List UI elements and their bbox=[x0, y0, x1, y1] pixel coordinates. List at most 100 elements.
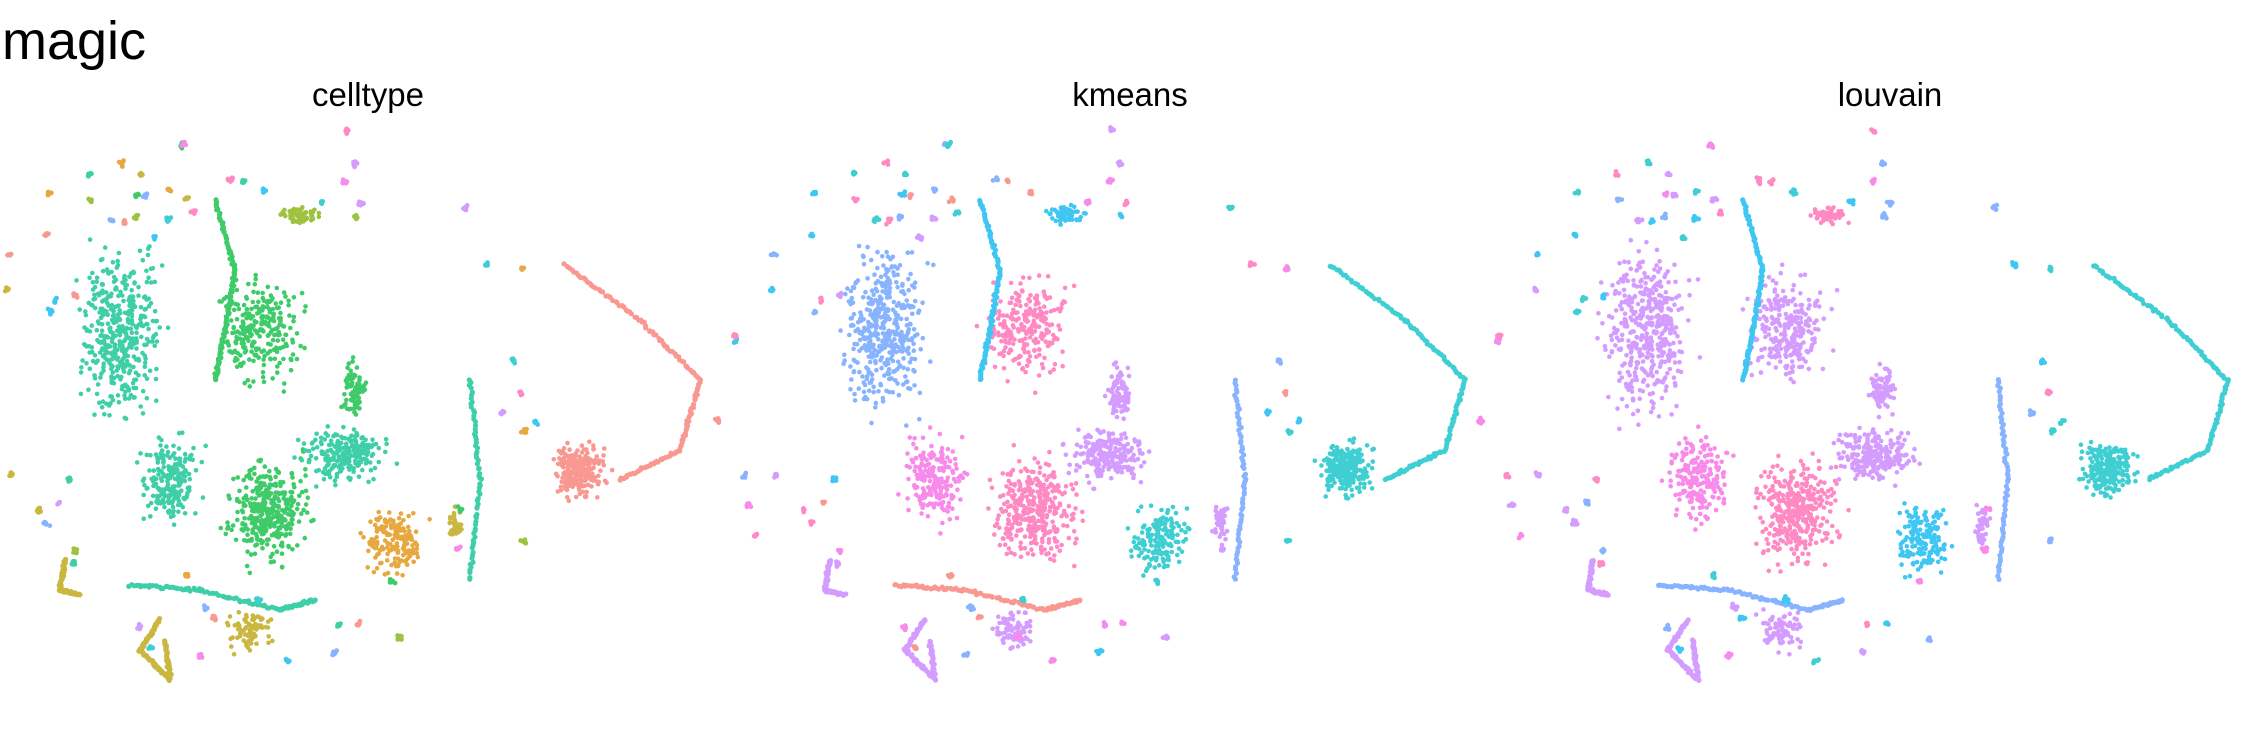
scatter-point bbox=[1035, 526, 1041, 531]
scatter-point bbox=[100, 268, 106, 274]
scatter-point bbox=[262, 464, 268, 469]
scatter-point bbox=[280, 480, 286, 485]
scatter-point bbox=[271, 311, 277, 317]
scatter-point bbox=[281, 356, 286, 362]
scatter-point bbox=[1006, 546, 1012, 551]
scatter-point bbox=[259, 349, 265, 355]
scatter-point bbox=[254, 516, 260, 521]
scatter-point bbox=[887, 295, 892, 300]
scatter-point bbox=[894, 303, 900, 309]
scatter-point bbox=[244, 614, 249, 620]
scatter-point bbox=[185, 485, 191, 491]
scatter-point bbox=[98, 315, 104, 321]
scatter-point bbox=[326, 442, 332, 448]
scatter-point bbox=[855, 320, 861, 325]
scatter-point bbox=[1012, 481, 1018, 487]
scatter-point bbox=[357, 618, 363, 624]
scatter-point bbox=[182, 496, 187, 502]
scatter-point bbox=[1146, 449, 1152, 454]
scatter-point bbox=[101, 364, 106, 370]
scatter-point bbox=[391, 518, 396, 524]
scatter-point bbox=[919, 457, 925, 462]
scatter-point bbox=[278, 524, 284, 529]
scatter-point bbox=[248, 552, 254, 557]
scatter-point bbox=[292, 484, 297, 490]
scatter-point bbox=[151, 483, 156, 489]
scatter-point bbox=[105, 294, 111, 300]
scatter-point bbox=[91, 297, 96, 302]
scatter-point bbox=[142, 373, 147, 378]
scatter-point bbox=[1111, 404, 1117, 410]
scatter-point bbox=[325, 433, 331, 438]
scatter-point bbox=[846, 299, 852, 304]
scatter-point bbox=[235, 517, 240, 523]
scatter-point bbox=[294, 331, 300, 336]
scatter-point bbox=[248, 514, 254, 519]
scatter-point bbox=[879, 347, 885, 352]
scatter-point bbox=[1025, 498, 1031, 504]
scatter-point bbox=[288, 325, 293, 331]
scatter-point bbox=[1001, 353, 1006, 359]
scatter-point bbox=[396, 516, 402, 521]
scatter-point bbox=[1146, 533, 1152, 539]
scatter-point bbox=[1050, 332, 1056, 338]
scatter-point bbox=[111, 274, 117, 280]
scatter-point bbox=[453, 525, 459, 531]
scatter-point bbox=[99, 371, 104, 376]
scatter-point bbox=[383, 436, 389, 442]
scatter-point bbox=[917, 416, 922, 422]
scatter-point bbox=[230, 330, 235, 336]
scatter-point bbox=[881, 314, 887, 320]
scatter-point bbox=[343, 441, 349, 447]
scatter-point bbox=[48, 311, 53, 317]
scatter-point bbox=[179, 488, 184, 494]
scatter-point bbox=[1017, 299, 1022, 304]
scatter-point bbox=[455, 530, 461, 535]
scatter-point bbox=[867, 380, 873, 386]
scatter-point bbox=[159, 491, 164, 497]
scatter-point bbox=[519, 267, 525, 272]
scatter-point bbox=[251, 379, 256, 384]
scatter-point bbox=[244, 497, 250, 502]
scatter-point bbox=[1028, 540, 1034, 546]
scatter-point bbox=[946, 465, 952, 470]
scatter-point bbox=[873, 358, 878, 364]
scatter-point bbox=[274, 349, 280, 355]
scatter-point bbox=[1026, 475, 1032, 480]
scatter-point bbox=[986, 506, 991, 511]
scatter-point bbox=[162, 638, 168, 644]
scatter-point bbox=[176, 492, 182, 498]
scatter-point bbox=[151, 468, 157, 473]
scatter-point bbox=[258, 513, 263, 519]
scatter-point bbox=[308, 453, 314, 459]
scatter-point bbox=[249, 496, 254, 501]
scatter-point bbox=[266, 537, 272, 542]
scatter-point bbox=[880, 253, 885, 259]
scatter-point bbox=[110, 333, 116, 339]
scatter-point bbox=[1036, 273, 1042, 278]
scatter-point bbox=[348, 439, 353, 444]
scatter-point bbox=[150, 335, 156, 340]
scatter-point bbox=[354, 441, 359, 447]
scatter-point bbox=[148, 500, 154, 506]
scatter-point bbox=[1043, 530, 1049, 536]
scatter-point bbox=[251, 501, 257, 507]
scatter-point bbox=[287, 313, 292, 318]
scatter-point bbox=[153, 452, 159, 457]
scatter-point bbox=[302, 535, 308, 541]
scatter-point bbox=[137, 248, 143, 254]
scatter-point bbox=[891, 369, 896, 374]
scatter-point bbox=[353, 216, 359, 222]
scatter-point bbox=[1087, 448, 1092, 453]
scatter-point bbox=[121, 366, 126, 372]
scatter-point bbox=[138, 315, 144, 321]
scatter-point bbox=[374, 534, 379, 540]
scatter-point bbox=[261, 379, 267, 385]
scatter-point bbox=[925, 513, 931, 519]
scatter-point bbox=[112, 344, 117, 349]
scatter-point bbox=[1048, 546, 1054, 551]
scatter-point bbox=[598, 468, 603, 474]
scatter-point bbox=[390, 578, 395, 584]
scatter-point bbox=[301, 211, 307, 216]
scatter-point bbox=[912, 369, 917, 374]
